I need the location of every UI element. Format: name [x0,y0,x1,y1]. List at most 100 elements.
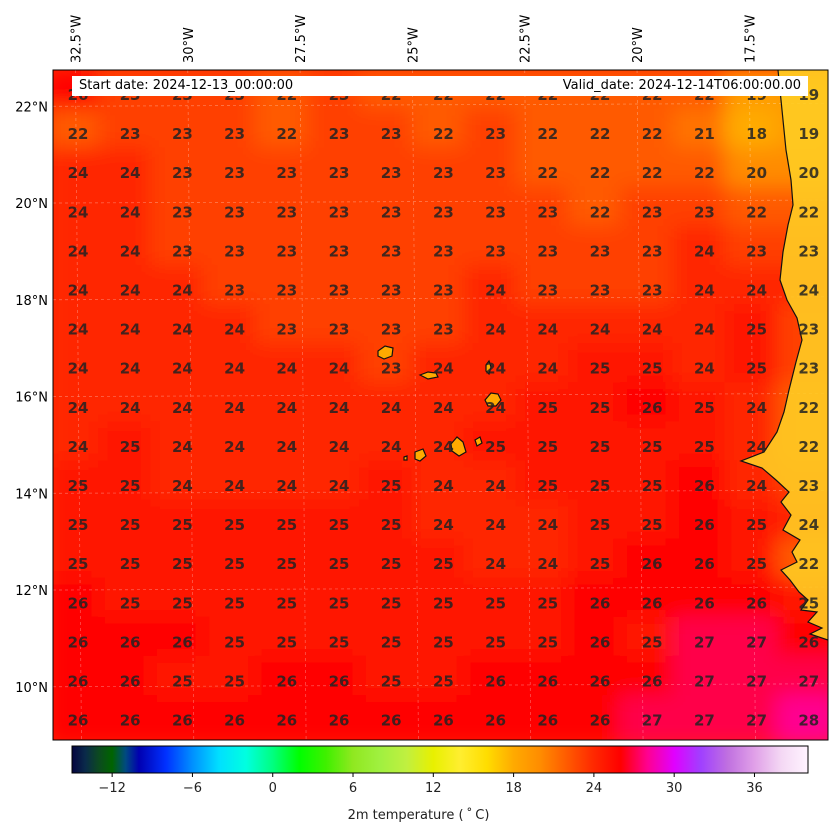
temperature-value: 25 [590,438,611,456]
temperature-value: 22 [746,203,767,221]
temperature-value: 25 [224,633,245,651]
temperature-value: 25 [590,516,611,534]
temperature-value: 22 [590,125,611,143]
temperature-value: 27 [798,673,819,691]
temperature-value: 23 [381,125,402,143]
temperature-value: 24 [120,242,141,260]
longitude-label: 22.5°W [519,15,534,63]
temperature-value: 23 [485,164,506,182]
temperature-value: 24 [68,164,89,182]
temperature-value: 25 [68,555,89,573]
temperature-value: 24 [537,360,558,378]
temperature-value: 26 [642,673,663,691]
temperature-value: 23 [381,360,402,378]
temperature-value: 25 [537,594,558,612]
colorbar-tick-label: −6 [183,781,202,796]
temperature-value: 23 [224,164,245,182]
temperature-value: 24 [68,282,89,300]
temperature-value: 23 [798,477,819,495]
temperature-value: 24 [798,516,819,534]
temperature-value: 24 [642,321,663,339]
temperature-value: 25 [485,633,506,651]
temperature-value: 23 [433,203,454,221]
temperature-value: 24 [746,282,767,300]
temperature-value: 25 [537,633,558,651]
temperature-value: 24 [172,477,193,495]
temperature-value: 26 [329,673,350,691]
temperature-value: 23 [590,282,611,300]
temperature-value: 24 [537,516,558,534]
temperature-value: 25 [68,477,89,495]
temperature-value: 26 [120,633,141,651]
temperature-value: 25 [68,516,89,534]
temperature-value: 19 [798,125,819,143]
temperature-value: 24 [68,438,89,456]
temperature-value: 26 [68,712,89,730]
temperature-value: 23 [329,282,350,300]
temperature-value: 26 [642,555,663,573]
temperature-value: 25 [590,555,611,573]
temperature-value: 25 [329,516,350,534]
temperature-value: 24 [433,360,454,378]
temperature-value: 26 [694,555,715,573]
temperature-value: 24 [694,282,715,300]
temperature-value: 25 [381,673,402,691]
colorbar-tick-label: 30 [666,781,683,796]
temperature-value: 26 [642,594,663,612]
temperature-value: 26 [590,712,611,730]
temperature-value: 23 [798,360,819,378]
temperature-value: 27 [642,712,663,730]
temperature-value: 24 [120,164,141,182]
latitude-label: 16°N [15,391,48,406]
temperature-value: 26 [590,673,611,691]
colorbar-tick-label: 24 [586,781,603,796]
temperature-value: 25 [172,516,193,534]
temperature-value: 20 [798,164,819,182]
temperature-value: 24 [329,438,350,456]
temperature-value: 23 [224,242,245,260]
temperature-value: 23 [276,203,297,221]
temperature-value: 26 [485,673,506,691]
temperature-value: 23 [224,125,245,143]
temperature-value: 24 [68,399,89,417]
meridian-line [412,70,419,740]
temperature-value: 22 [798,555,819,573]
temperature-value: 23 [485,203,506,221]
temperature-value: 25 [590,399,611,417]
temperature-value: 24 [224,399,245,417]
temperature-value: 25 [537,477,558,495]
temperature-value: 26 [276,673,297,691]
temperature-value: 25 [329,633,350,651]
temperature-value: 25 [590,360,611,378]
temperature-value: 23 [381,242,402,260]
temperature-value: 23 [276,321,297,339]
colorbar-tick-label: 12 [425,781,442,796]
temperature-value: 23 [276,164,297,182]
colorbar-ticks: −12 −6 0 6 12 18 24 30 36 [98,773,763,796]
temperature-value: 24 [276,477,297,495]
temperature-value: 23 [590,242,611,260]
temperature-value: 26 [537,673,558,691]
temperature-value: 25 [485,594,506,612]
temperature-value: 25 [120,516,141,534]
temperature-value: 23 [276,242,297,260]
longitude-label: 17.5°W [743,15,758,63]
temperature-value: 22 [798,438,819,456]
temperature-value: 25 [694,399,715,417]
temperature-value: 25 [433,633,454,651]
temperature-value: 22 [642,164,663,182]
latitude-label: 10°N [15,681,48,696]
colorbar-gradient [71,745,809,774]
temperature-value: 25 [224,516,245,534]
temperature-value: 23 [798,242,819,260]
colorbar-tick-label: −12 [98,781,125,796]
temperature-value: 25 [276,516,297,534]
temperature-value: 26 [172,633,193,651]
temperature-value: 24 [329,360,350,378]
temperature-value: 24 [120,321,141,339]
temperature-value: 23 [485,125,506,143]
temperature-value: 25 [694,438,715,456]
temperature-value: 25 [172,555,193,573]
temperature-value: 23 [537,282,558,300]
temperature-value: 24 [276,360,297,378]
